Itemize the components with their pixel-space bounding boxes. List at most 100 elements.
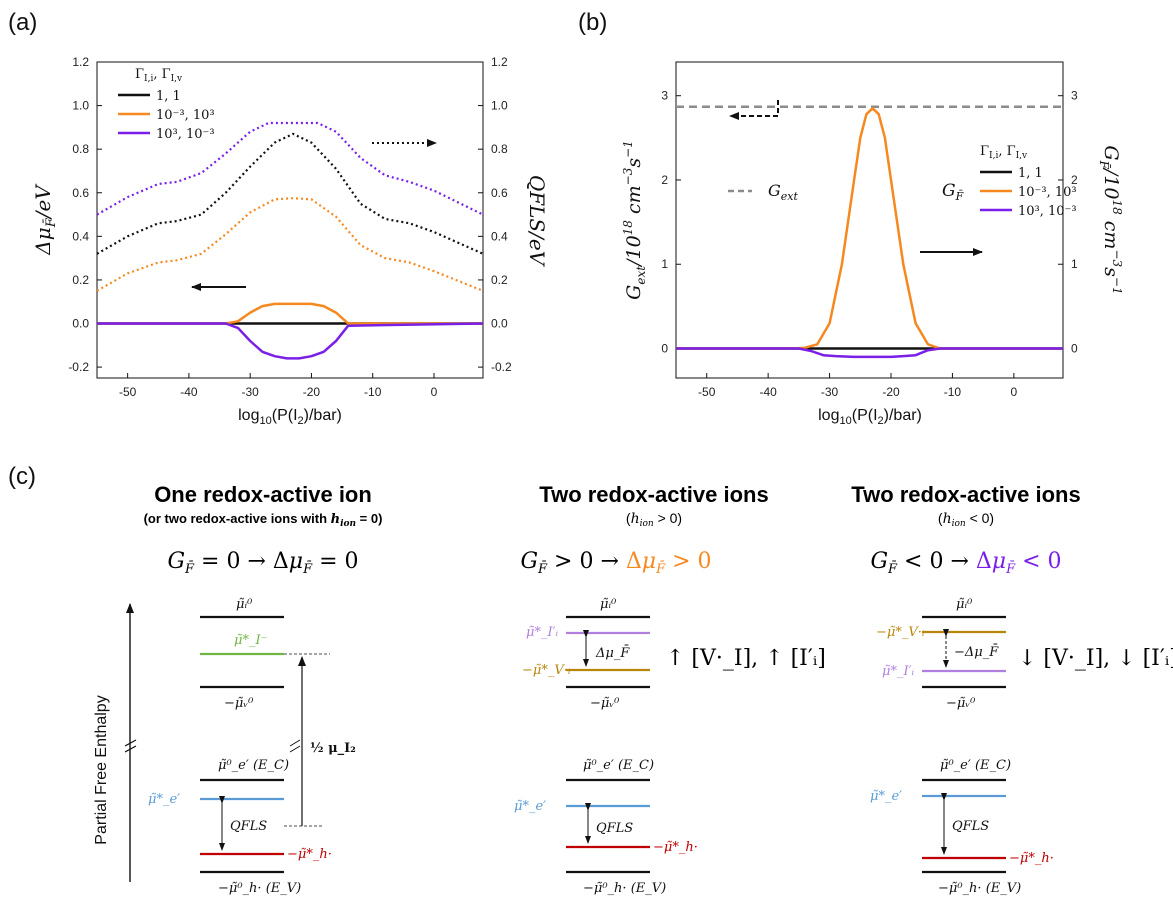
b-ytick-label-right: 0 [1071, 342, 1078, 356]
chart-a-legend: ΓI,i, ΓI,v 1, 1 10⁻³, 10³ 10³, 10⁻³ [118, 67, 215, 142]
b-ytick-label: 0 [661, 342, 668, 356]
qfls-label-1: QFLS [230, 819, 267, 834]
a-ytick-label-right: 0.6 [491, 186, 508, 200]
chart-a-legend-entry-2: 10⁻³, 10³ [156, 108, 215, 123]
column-3-subtitle: (hion < 0) [938, 510, 994, 529]
column-two-redox-pos: Two redox-active ions (hion > 0) GF̄ > 0… [514, 482, 826, 896]
b-ytick-label: 3 [661, 89, 668, 103]
break-1a [289, 739, 301, 747]
column-2-equation: GF̄ > 0 → ΔμF̄ > 0 [520, 549, 711, 577]
level-ev-label-2: −μ̃⁰_h· (E_V) [583, 881, 666, 896]
level-ev-label-3: −μ̃⁰_h· (E_V) [938, 881, 1021, 896]
level-ev-label: −μ̃⁰_h· (E_V) [218, 881, 301, 896]
chart-a-series [96, 121, 484, 360]
a-ytick-label: 1.0 [72, 99, 89, 113]
axis-break-2 [124, 745, 137, 753]
enthalpy-axis-label: Partial Free Enthalpy [93, 695, 110, 844]
a-xtick-label: -10 [364, 385, 382, 399]
a-xtick-label: -50 [119, 385, 137, 399]
level-v0-label-3: −μ̃ᵥ⁰ [946, 696, 976, 711]
chart-b-ylabel-left: Gext/1018 cm−3s−1 [621, 140, 648, 300]
a-ytick-label: 1.2 [72, 55, 89, 69]
level-e-star-label-3: μ̃*_e′ [870, 789, 902, 804]
column-3-equation: GF̄ < 0 → ΔμF̄ < 0 [870, 549, 1061, 577]
b-xtick-label: -30 [821, 385, 839, 399]
b-xtick-label: -50 [698, 385, 716, 399]
b-xtick-label: -20 [882, 385, 900, 399]
column-two-redox-neg: Two redox-active ions (hion < 0) GF̄ < 0… [851, 482, 1173, 896]
a-xtick-label: -20 [303, 385, 321, 399]
a-series-line [97, 302, 483, 325]
b-xtick-label: 0 [1011, 385, 1018, 399]
break-1b [289, 745, 301, 753]
level-h-star-label-3: −μ̃*_h· [1009, 851, 1054, 866]
delta-label-3: −Δμ_F̄ [954, 644, 999, 660]
chart-b: -50 -40 -30 -20 -10 0 0 0 1 1 2 2 3 3 log10(P(I2)/bar… [621, 61, 1124, 427]
level-h-star-label-2: −μ̃*_h· [653, 840, 698, 855]
chart-a-frame [96, 61, 484, 379]
panel-label-a: (a) [8, 9, 37, 36]
level-Ii-star-label-3: μ̃*_I′ᵢ [882, 664, 915, 679]
a-ytick-label-right: 0.8 [491, 142, 508, 156]
level-v0-label-2: −μ̃ᵥ⁰ [590, 696, 620, 711]
b-ytick-label: 2 [661, 173, 668, 187]
column-1-subtitle: (or two redox-active ions with hion = 0) [144, 511, 383, 529]
level-i0-label-3: μ̃ᵢ⁰ [956, 597, 973, 612]
qfls-label-2: QFLS [596, 821, 633, 836]
panel-label-b: (b) [578, 9, 607, 36]
chart-b-ticks: -50 -40 -30 -20 -10 0 0 0 1 1 2 2 3 3 [661, 89, 1078, 399]
chart-b-arrow-left [729, 100, 779, 120]
level-Vi-star-label-2: −μ̃*_V·ᵢ [522, 663, 571, 678]
annotation-2: ↑ [V·_I], ↑ [I′ᵢ] [666, 646, 826, 671]
a-xtick-label: -30 [242, 385, 260, 399]
a-ytick-label-right: 1.0 [491, 99, 508, 113]
delta-label-2: Δμ_F̄ [595, 645, 630, 661]
a-ytick-label: 0.0 [72, 317, 89, 331]
chart-b-legend: ΓI,i, ΓI,v 1, 1 10⁻³, 10³ 10³, 10⁻³ GF̄ [942, 144, 1077, 219]
level-ec-label-3: μ̃⁰_e′ (E_C) [940, 758, 1011, 773]
column-2-subtitle: (hion > 0) [626, 510, 682, 529]
level-Ii-star-label-2: μ̃*_I′ᵢ [526, 625, 559, 640]
a-ytick-label: -0.2 [68, 360, 89, 374]
a-series-line [96, 132, 484, 255]
b-ytick-label-right: 2 [1071, 173, 1078, 187]
level-ec-label-2: μ̃⁰_e′ (E_C) [583, 758, 654, 773]
column-2-title: Two redox-active ions [539, 482, 768, 507]
axis-break-1 [124, 739, 137, 747]
a-ytick-label: 0.2 [72, 273, 89, 287]
a-ytick-label-right: 1.2 [491, 55, 508, 69]
a-series-line [96, 197, 484, 292]
chart-a-xlabel: log10(P(I2)/bar) [238, 407, 342, 427]
chart-a-legend-entry-1: 1, 1 [156, 89, 181, 104]
chart-b-legend-entry-1: 1, 1 [1018, 166, 1043, 181]
a-ytick-label-right: -0.2 [491, 360, 512, 374]
column-one-redox: One redox-active ion (or two redox-activ… [144, 482, 383, 896]
panel-label-c: (c) [8, 463, 36, 490]
a-ytick-label: 0.4 [72, 229, 89, 243]
b-xtick-label: -40 [759, 385, 777, 399]
a-ytick-label-right: 0.4 [491, 229, 508, 243]
chart-a-legend-title: ΓI,i, ΓI,v [135, 67, 183, 84]
a-xtick-label: 0 [431, 385, 438, 399]
b-series-line [676, 347, 1063, 359]
a-xtick-label: -40 [180, 385, 198, 399]
chart-b-legend-entry-3: 10³, 10⁻³ [1018, 204, 1077, 219]
chart-a-legend-entry-3: 10³, 10⁻³ [156, 127, 215, 142]
chart-a-ylabel-right: QFLS/eV [525, 175, 549, 268]
level-ec-label: μ̃⁰_e′ (E_C) [218, 758, 289, 773]
column-1-title: One redox-active ion [154, 482, 372, 507]
qfls-label-3: QFLS [952, 819, 989, 834]
chart-b-gext-label: Gext [768, 181, 798, 203]
a-ytick-label: 0.8 [72, 142, 89, 156]
a-series-line [96, 121, 484, 216]
chart-b-legend-symbol: GF̄ [942, 181, 964, 203]
level-i0-label-2: μ̃ᵢ⁰ [600, 597, 617, 612]
column-1-equation: GF̄ = 0 → ΔμF̄ = 0 [167, 549, 358, 577]
chart-a-ticks: -50 -40 -30 -20 -10 0 -0.2 -0.2 0.0 0.0 0.2 0.2 0.4 0… [68, 55, 512, 399]
level-I-star-label: μ̃*_I⁻ [234, 633, 267, 648]
b-ytick-label-right: 1 [1071, 257, 1078, 271]
column-3-title: Two redox-active ions [851, 482, 1080, 507]
level-e-star-label: μ̃*_e′ [148, 792, 180, 807]
level-e-star-label-2: μ̃*_e′ [514, 799, 546, 814]
